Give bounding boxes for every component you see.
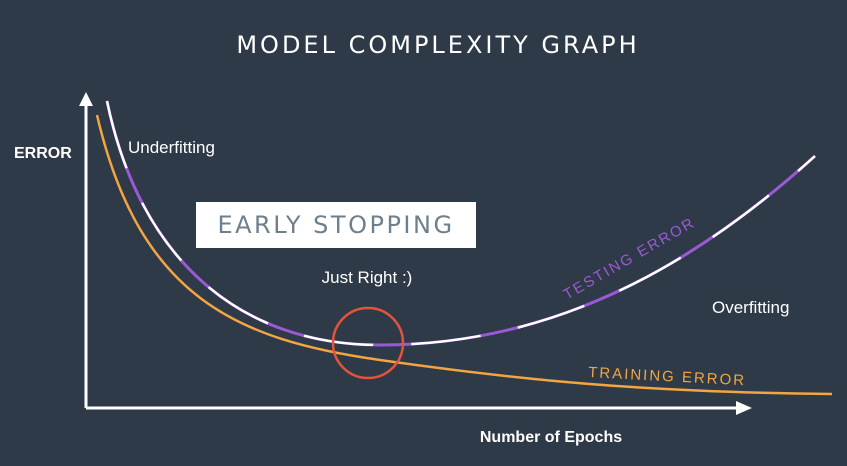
- testing-error-curve-dashes: [105, 100, 816, 347]
- overfitting-label: Overfitting: [712, 298, 789, 317]
- just-right-label: Just Right :): [322, 268, 413, 287]
- y-axis-label: ERROR: [14, 145, 72, 162]
- x-axis-label: Number of Epochs: [480, 429, 622, 446]
- early-stopping-circle: [331, 306, 405, 380]
- early-stopping-box: EARLY STOPPING: [196, 202, 476, 248]
- underfitting-label: Underfitting: [128, 138, 215, 157]
- x-axis-arrowhead: [736, 401, 752, 415]
- axes: [79, 92, 752, 415]
- early-stopping-label: EARLY STOPPING: [217, 211, 455, 239]
- graph-title: MODEL COMPLEXITY GRAPH: [236, 31, 639, 59]
- y-axis-arrowhead: [79, 92, 93, 106]
- training-error-curve: [95, 114, 833, 396]
